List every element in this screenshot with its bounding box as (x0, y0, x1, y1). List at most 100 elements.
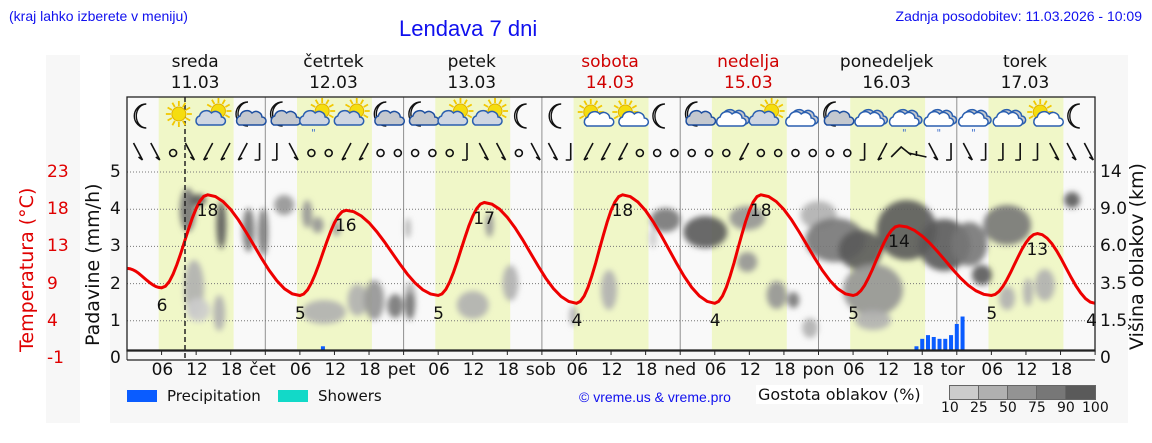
x-tick-label: 06 (981, 360, 1004, 380)
precip-tick: 1 (110, 310, 121, 331)
density-tick: 100 (1082, 400, 1109, 416)
cloud-drizzle-icon: " (923, 108, 958, 139)
cloud-height-tick: 6.0 (1100, 236, 1128, 257)
page-title: Lendava 7 dni (399, 16, 538, 41)
x-tick-label: 12 (1015, 360, 1038, 380)
x-tick-label: čet (249, 360, 276, 380)
day-name: petek (447, 52, 496, 72)
x-tick-label: ned (664, 360, 697, 380)
temperature-line (126, 193, 1096, 305)
density-swatch (1036, 385, 1067, 400)
day-date: 15.03 (724, 73, 773, 93)
precip-tick: 0 (110, 348, 121, 368)
day-label-7: torek 17.03 (960, 52, 1090, 94)
day-name: četrtek (303, 52, 364, 72)
temp-min-label: 5 (433, 303, 444, 324)
density-tick: 50 (999, 400, 1017, 416)
temp-axis-panel (46, 55, 80, 423)
x-tick-label: 06 (289, 360, 312, 380)
day-name: sreda (171, 52, 219, 72)
day-name: nedelja (717, 52, 780, 72)
temp-min-label: 5 (986, 303, 998, 324)
temp-max-label: 18 (749, 200, 772, 221)
svg-text:": " (937, 128, 942, 139)
showers-legend-label: Showers (318, 387, 382, 405)
day-date: 17.03 (1000, 73, 1050, 93)
cloud-height-axis-label: Višina oblakov (km) (1126, 163, 1148, 350)
day-label-6: ponedeljek 16.03 (822, 52, 952, 94)
location-hint-link[interactable]: (kraj lahko izberete v meniju) (9, 8, 188, 24)
day-label-4: sobota 14.03 (545, 52, 675, 94)
temperature-axis-label: Temperatura (°C) (16, 187, 38, 352)
precipitation-legend-label: Precipitation (167, 387, 261, 405)
day-date: 13.03 (447, 73, 497, 93)
x-tick-label: pet (387, 360, 416, 380)
temp-tick: 9 (47, 273, 58, 294)
x-tick-label: 18 (1050, 360, 1073, 380)
x-tick-label: 06 (704, 360, 727, 380)
day-date: 16.03 (862, 73, 911, 93)
density-tick: 25 (970, 400, 988, 416)
sun-icon (165, 101, 192, 127)
temp-min-label: 6 (156, 295, 168, 316)
moon-cloud-icon (823, 101, 855, 127)
x-tick-label: pon (802, 360, 835, 380)
x-tick-label: 18 (497, 360, 519, 380)
temp-tick: 18 (47, 199, 69, 220)
density-swatch (949, 385, 980, 400)
showers-legend-swatch (278, 390, 308, 402)
temp-min-label: 4 (709, 311, 721, 332)
cloud-density-areas (179, 188, 1081, 338)
cloud-density-label: Gostota oblakov (%) (756, 385, 923, 404)
sun-cloud-icon (471, 98, 509, 126)
svg-text:": " (971, 128, 976, 139)
cloud-height-tick: 14 (1100, 162, 1122, 182)
cloud-drizzle-icon: " (888, 108, 923, 139)
temp-max-label: 13 (1026, 239, 1049, 260)
precipitation-legend-swatch (127, 390, 157, 402)
sun-cloud-icon (195, 98, 232, 126)
precip-tick: 5 (110, 162, 121, 182)
x-tick-label: 18 (773, 360, 796, 380)
x-tick-label: 06 (843, 360, 865, 380)
x-tick-label: 06 (151, 360, 174, 380)
x-tick-label: 12 (877, 360, 900, 380)
density-tick: 10 (941, 400, 959, 416)
precip-tick: 4 (110, 199, 121, 220)
temp-min-label: 4 (571, 311, 583, 332)
cloud-height-tick: 0 (1100, 348, 1111, 368)
moon-cloud-icon (269, 101, 302, 127)
moon-icon (1067, 103, 1080, 129)
sun-cloud-icon (437, 98, 474, 126)
day-date: 14.03 (585, 73, 635, 93)
day-label-2: četrtek 12.03 (268, 52, 398, 94)
moon-icon (652, 103, 665, 129)
x-tick-label: 06 (566, 360, 589, 380)
temp-tick: 4 (47, 310, 58, 331)
temp-max-label: 17 (473, 208, 495, 229)
svg-text:": " (902, 128, 907, 139)
cloud-icon (854, 108, 889, 127)
temp-max-label: 16 (334, 216, 357, 237)
cloud-drizzle-icon: " (957, 108, 992, 139)
day-date: 12.03 (309, 73, 358, 93)
day-date: 11.03 (170, 73, 220, 93)
temp-tick: -1 (47, 348, 64, 368)
x-tick-label: 18 (912, 360, 934, 380)
sun-small-cloud-icon (1027, 99, 1064, 127)
sun-cloud-icon (333, 98, 370, 126)
day-label-5: nedelja 15.03 (683, 52, 813, 94)
temp-tick: 23 (47, 162, 69, 182)
precip-tick: 2 (110, 273, 121, 294)
credit-link[interactable]: © vreme.us & vreme.pro (579, 389, 731, 405)
x-tick-label: tor (940, 360, 965, 380)
temp-min-label: 5 (848, 303, 859, 324)
moon-cloud-icon (373, 101, 406, 127)
density-tick: 75 (1028, 400, 1046, 416)
temp-max-label: 18 (196, 200, 219, 221)
precipitation-axis-label: Padavine (mm/h) (82, 183, 104, 346)
x-tick-label: sob (525, 360, 556, 380)
moon-icon (513, 103, 527, 129)
moon-cloud-icon (684, 101, 717, 127)
x-tick-label: 12 (186, 360, 208, 380)
